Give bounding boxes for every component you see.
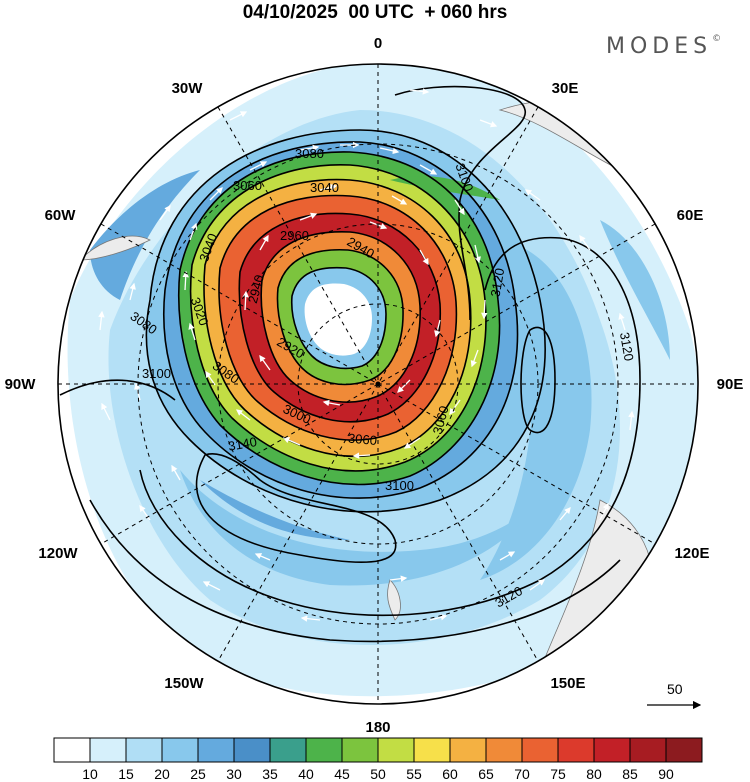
colorbar-cell	[305, 737, 343, 763]
lon-label-180: 180	[365, 719, 390, 736]
lon-label-150e: 150E	[550, 675, 585, 692]
colorbar-label: 65	[478, 766, 494, 782]
colorbar-cell	[269, 737, 307, 763]
map-title: 04/10/2025 00 UTC + 060 hrs	[242, 2, 508, 23]
pole-marker	[375, 381, 381, 387]
contour-label: 3100	[142, 366, 171, 381]
colorbar-cell	[125, 737, 163, 763]
lon-label-120w: 120W	[38, 545, 78, 562]
colorbar-label: 55	[406, 766, 422, 782]
colorbar-label: 80	[586, 766, 602, 782]
contour-label: 2940	[245, 273, 267, 305]
colorbar-cell	[449, 737, 487, 763]
lon-label-60e: 60E	[677, 207, 704, 224]
colorbar-label: 10	[82, 766, 98, 782]
contour-label: 3060	[233, 178, 262, 193]
wind-vectors	[98, 88, 635, 622]
colorbar-cell	[665, 737, 703, 763]
colorbar-label: 60	[442, 766, 458, 782]
colorbar-label: 90	[658, 766, 674, 782]
colorbar-label: 45	[334, 766, 350, 782]
lon-label-90e: 90E	[717, 376, 744, 393]
vector-scale: 50	[647, 681, 702, 710]
lon-label-90w: 90W	[5, 376, 37, 393]
colorbar-cell	[413, 737, 451, 763]
lon-label-30w: 30W	[172, 80, 204, 97]
contour-label: 3120	[488, 267, 508, 298]
colorbar-label: 70	[514, 766, 530, 782]
longitude-labels: 0 30E 60E 90E 120E 150E 180 150W 120W 90…	[5, 35, 744, 736]
colorbar-label: 20	[154, 766, 170, 782]
contour-label: 3140	[227, 434, 258, 454]
colorbar-cell	[197, 737, 235, 763]
colorbar-cell	[629, 737, 667, 763]
contour-label: 3040	[310, 180, 339, 195]
vector-scale-label: 50	[667, 681, 683, 697]
contour-label: 2960	[280, 228, 309, 243]
colorbar-cell	[377, 737, 415, 763]
map-border	[57, 63, 699, 705]
colorbar: 10 15 20 25 30 35 40 45 50 55 60 65 70 75 80 85 90	[53, 737, 703, 782]
colorbar-label: 35	[262, 766, 278, 782]
lon-label-30e: 30E	[552, 80, 579, 97]
colorbar-label: 25	[190, 766, 206, 782]
colorbar-label: 85	[622, 766, 638, 782]
brand-mark: ©	[712, 34, 722, 44]
contour-label: 3060	[347, 431, 377, 448]
colorbar-cell	[593, 737, 631, 763]
colorbar-cell	[53, 737, 91, 763]
lon-label-120e: 120E	[674, 545, 709, 562]
contour-label: 3060	[430, 404, 452, 436]
colorbar-label: 75	[550, 766, 566, 782]
colorbar-label: 50	[370, 766, 386, 782]
contour-label: 3100	[385, 478, 414, 493]
geopotential-contours	[59, 85, 641, 643]
colorbar-label: 15	[118, 766, 134, 782]
colorbar-cell	[521, 737, 559, 763]
colorbar-cell	[233, 737, 271, 763]
colorbar-cell	[485, 737, 523, 763]
contour-label: 3080	[295, 146, 324, 161]
colorbar-label: 30	[226, 766, 242, 782]
colorbar-cell	[557, 737, 595, 763]
brand-name: MODES	[606, 34, 713, 59]
colorbar-cell	[89, 737, 127, 763]
colorbar-cell	[161, 737, 199, 763]
colorbar-cell	[341, 737, 379, 763]
brand-logo: MODES©	[606, 34, 721, 59]
colorbar-label: 40	[298, 766, 314, 782]
map-disk	[58, 64, 698, 704]
lon-label-0: 0	[374, 35, 382, 52]
contour-label: 3120	[617, 331, 637, 362]
lon-label-150w: 150W	[164, 675, 204, 692]
lon-label-60w: 60W	[45, 207, 77, 224]
